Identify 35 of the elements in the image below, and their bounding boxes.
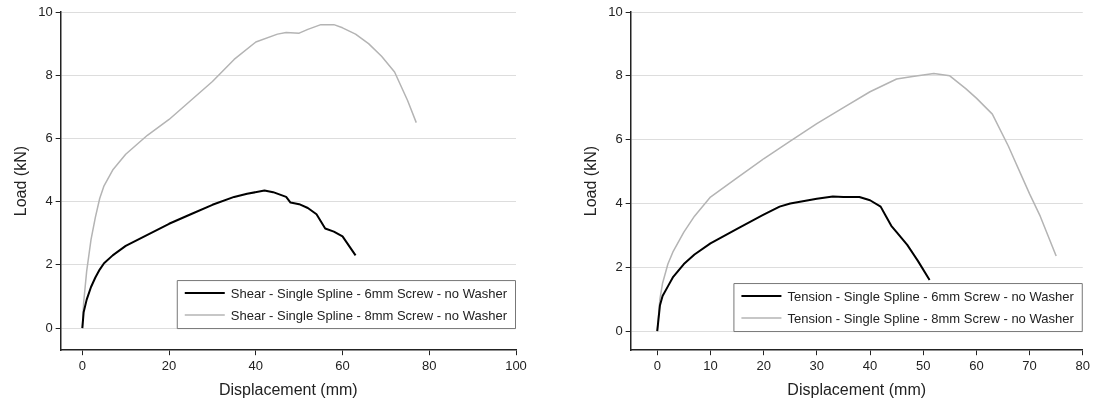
x-tick-label: 60 xyxy=(335,357,350,373)
x-tick-label: 20 xyxy=(161,357,177,373)
legend-label: Tension - Single Spline - 8mm Screw - no Washer xyxy=(787,310,1075,326)
x-tick-label: 20 xyxy=(756,357,771,373)
x-tick-label: 100 xyxy=(505,357,527,373)
x-tick-label: 0 xyxy=(653,357,661,373)
legend-label: Shear - Single Spline - 6mm Screw - no Washer xyxy=(230,285,508,301)
y-tick-label: 4 xyxy=(45,193,53,209)
y-tick-label: 6 xyxy=(45,130,53,146)
x-tick-label: 60 xyxy=(969,357,984,373)
x-tick-label: 40 xyxy=(862,357,878,373)
x-tick-label: 70 xyxy=(1022,357,1037,373)
y-tick-label: 10 xyxy=(608,3,623,19)
y-tick-label: 8 xyxy=(45,66,53,82)
legend-label: Tension - Single Spline - 6mm Screw - no Washer xyxy=(787,288,1075,304)
y-tick-label: 4 xyxy=(615,195,623,211)
y-tick-label: 8 xyxy=(615,67,623,83)
y-tick-label: 0 xyxy=(615,322,623,338)
x-tick-label: 30 xyxy=(809,357,825,373)
y-axis-title: Load (kN) xyxy=(12,145,30,217)
x-tick-label: 0 xyxy=(78,357,86,373)
x-tick-label: 80 xyxy=(422,357,437,373)
y-tick-label: 2 xyxy=(615,258,623,274)
y-tick-label: 10 xyxy=(38,3,53,19)
y-tick-label: 2 xyxy=(45,256,53,272)
legend-label: Shear - Single Spline - 8mm Screw - no Washer xyxy=(230,307,508,323)
x-tick-label: 40 xyxy=(248,357,264,373)
x-tick-label: 10 xyxy=(703,357,718,373)
x-axis-title: Displacement (mm) xyxy=(787,380,927,398)
y-tick-label: 6 xyxy=(615,131,623,147)
x-tick-label: 50 xyxy=(915,357,931,373)
x-tick-label: 80 xyxy=(1075,357,1090,373)
x-axis-title: Displacement (mm) xyxy=(218,380,358,398)
y-axis-title: Load (kN) xyxy=(582,145,600,217)
y-tick-label: 0 xyxy=(45,319,53,335)
